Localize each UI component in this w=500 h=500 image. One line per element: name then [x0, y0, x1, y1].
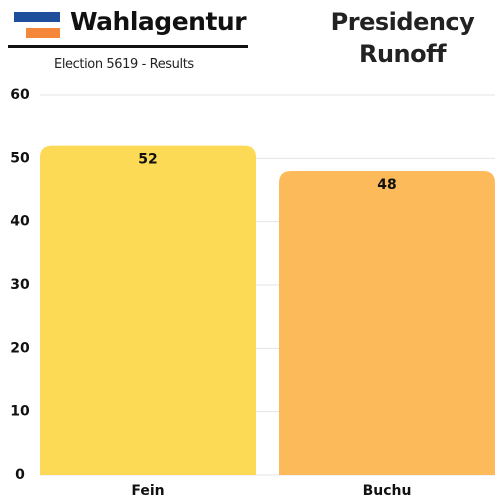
y-tick-label: 50 [10, 150, 30, 166]
y-tick-label: 20 [10, 340, 30, 356]
bar [40, 145, 256, 475]
logo-stripe [26, 28, 60, 38]
x-tick-label: Fein [131, 483, 164, 499]
chart-title: Presidency Runoff [330, 8, 475, 68]
y-tick-label: 10 [10, 404, 30, 420]
bar [279, 171, 495, 475]
value-label: 48 [377, 177, 396, 193]
x-tick-label: Buchu [363, 483, 412, 499]
y-tick-label: 0 [15, 467, 25, 483]
header-rule [8, 45, 248, 48]
brand: Wahlagentur [70, 7, 247, 36]
value-label: 52 [138, 152, 157, 168]
logo-stripe [14, 12, 60, 22]
subtitle: Election 5619 - Results [54, 57, 194, 72]
y-tick-label: 30 [10, 277, 30, 293]
y-tick-label: 40 [10, 214, 30, 230]
y-tick-label: 60 [10, 87, 30, 103]
